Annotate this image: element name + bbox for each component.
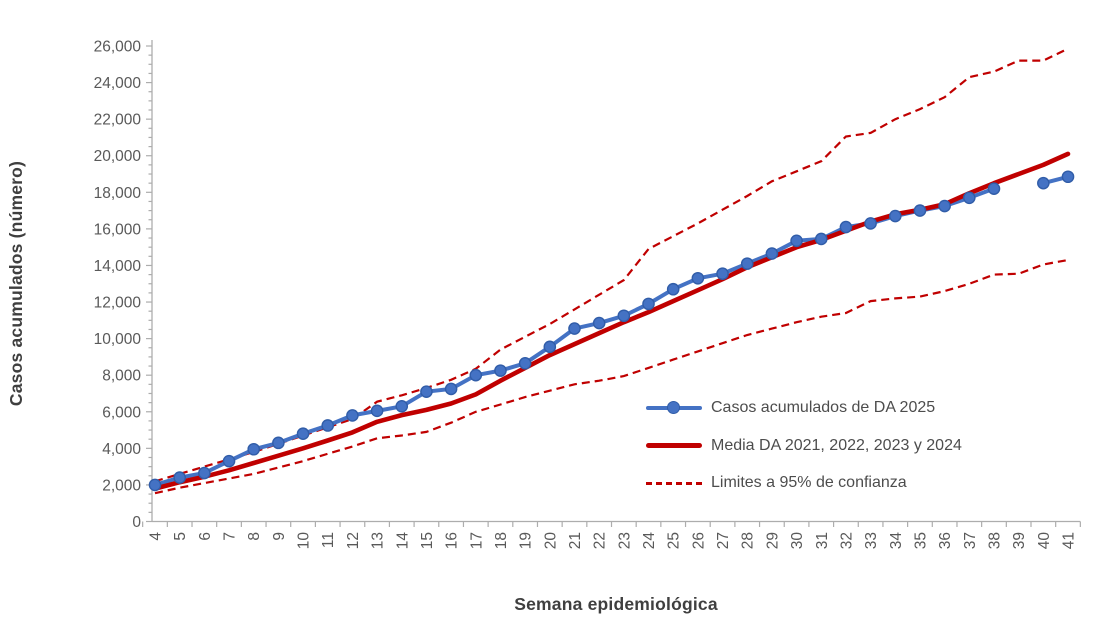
legend-label-media: Media DA 2021, 2022, 2023 y 2024	[711, 436, 962, 454]
svg-text:41: 41	[1061, 532, 1078, 549]
svg-text:13: 13	[370, 532, 387, 549]
svg-text:8,000: 8,000	[102, 368, 141, 385]
svg-text:26: 26	[690, 532, 707, 549]
svg-text:19: 19	[518, 532, 535, 549]
svg-text:12: 12	[345, 532, 362, 549]
series-da2025-markers	[148, 170, 1075, 492]
svg-text:6: 6	[197, 532, 214, 541]
svg-text:4: 4	[148, 532, 165, 541]
svg-text:37: 37	[962, 532, 979, 549]
chart-legend: Casos acumulados de DA 2025 Media DA 202…	[646, 395, 1066, 508]
x-tick-labels: 4 5 6 7 8 9 10 11 12 13 14 15 16 17 18 19 20 21 22 23 24 25 26…	[148, 532, 1078, 550]
y-tick-labels: 0 2,000 4,000 6,000 8,000 10,000 12,000 14,000 1…	[94, 39, 142, 532]
svg-text:10: 10	[296, 532, 313, 550]
red-dashed-line-swatch-icon	[646, 476, 702, 490]
x-axis-title: Semana epidemiológica	[514, 594, 718, 614]
svg-text:27: 27	[715, 532, 732, 549]
svg-text:9: 9	[271, 532, 288, 541]
svg-text:20,000: 20,000	[94, 148, 142, 165]
svg-text:0: 0	[132, 514, 141, 531]
svg-text:14: 14	[394, 532, 411, 550]
svg-text:26,000: 26,000	[94, 39, 142, 56]
svg-text:11: 11	[320, 532, 337, 548]
legend-item-limites: Limites a 95% de confianza	[646, 470, 1066, 496]
svg-text:24,000: 24,000	[94, 75, 142, 92]
svg-text:10,000: 10,000	[94, 331, 142, 348]
svg-text:30: 30	[789, 532, 806, 550]
axes	[151, 40, 1081, 523]
legend-label-limites: Limites a 95% de confianza	[711, 474, 907, 491]
svg-text:18,000: 18,000	[94, 185, 142, 202]
svg-text:22: 22	[592, 532, 609, 549]
svg-text:16,000: 16,000	[94, 221, 142, 238]
svg-text:21: 21	[567, 532, 584, 549]
svg-text:18: 18	[493, 532, 510, 549]
svg-text:36: 36	[937, 532, 954, 549]
svg-text:5: 5	[172, 532, 189, 541]
svg-text:28: 28	[740, 532, 757, 549]
svg-text:22,000: 22,000	[94, 112, 142, 129]
svg-text:6,000: 6,000	[102, 404, 141, 421]
red-thick-line-swatch-icon	[646, 439, 702, 453]
svg-text:32: 32	[838, 532, 855, 549]
svg-text:14,000: 14,000	[94, 258, 142, 275]
svg-text:40: 40	[1036, 532, 1053, 550]
svg-text:31: 31	[814, 532, 831, 549]
svg-text:17: 17	[468, 532, 485, 549]
svg-text:38: 38	[986, 532, 1003, 549]
svg-text:29: 29	[764, 532, 781, 549]
svg-text:25: 25	[666, 532, 683, 549]
svg-text:23: 23	[616, 532, 633, 549]
svg-text:20: 20	[542, 532, 559, 550]
svg-text:15: 15	[419, 532, 436, 549]
svg-text:24: 24	[641, 532, 658, 550]
svg-text:4,000: 4,000	[102, 441, 141, 458]
legend-item-media: Media DA 2021, 2022, 2023 y 2024	[646, 433, 1066, 459]
svg-text:39: 39	[1011, 532, 1028, 549]
svg-text:34: 34	[888, 532, 905, 550]
svg-text:7: 7	[222, 532, 239, 541]
svg-text:12,000: 12,000	[94, 295, 142, 312]
legend-item-da2025: Casos acumulados de DA 2025	[646, 395, 1066, 421]
legend-label-da2025: Casos acumulados de DA 2025	[711, 399, 936, 416]
svg-text:16: 16	[444, 532, 461, 549]
lower-confidence-limit-line	[154, 258, 1069, 495]
svg-text:33: 33	[863, 532, 880, 549]
svg-text:8: 8	[246, 532, 263, 541]
svg-text:35: 35	[912, 532, 929, 549]
y-axis-ticks	[146, 45, 152, 523]
x-axis-ticks	[142, 521, 1081, 527]
blue-line-marker-swatch-icon	[646, 401, 702, 415]
svg-text:2,000: 2,000	[102, 477, 141, 494]
